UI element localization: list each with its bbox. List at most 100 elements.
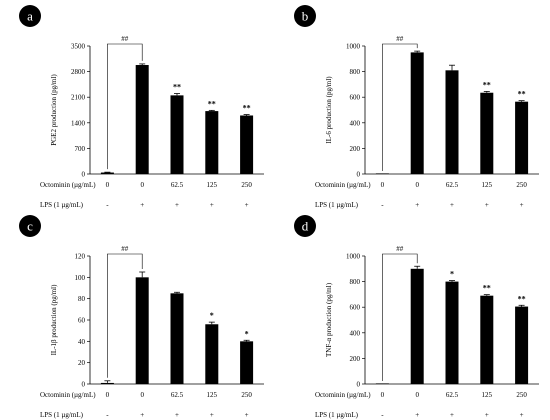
x-tick-label: 62.5	[171, 181, 184, 189]
bar	[375, 383, 389, 384]
x-tick-label: 0	[106, 181, 110, 189]
lps-value: +	[415, 201, 419, 209]
x-tick-label: 125	[482, 391, 493, 399]
treatment-row-label: Octominin (µg/mL)	[40, 181, 96, 189]
y-tick-label: 1400	[71, 119, 86, 127]
panel-badge	[294, 5, 316, 27]
lps-value: +	[485, 411, 489, 419]
y-tick-label: 200	[350, 145, 361, 153]
x-tick-label: 250	[241, 391, 252, 399]
x-tick-label: 250	[516, 391, 527, 399]
y-tick-label: 2100	[71, 94, 86, 102]
chart-panel-c: c 0 20 40 60 80 100 120 IL-1β production (pg/ml)…	[0, 210, 275, 420]
chart-panel-d: d 0 200 400 600 800 1000 TNF-α production (pg/m…	[275, 210, 550, 420]
x-tick-label: 125	[482, 181, 493, 189]
bar	[135, 277, 149, 384]
x-tick-label: 62.5	[446, 181, 459, 189]
bar	[410, 52, 424, 174]
significance-marker: **	[173, 83, 181, 92]
lps-value: +	[415, 411, 419, 419]
x-tick-label: 0	[381, 391, 385, 399]
panel-badge-label: a	[27, 9, 33, 24]
comparison-label: ##	[121, 245, 129, 253]
significance-marker: *	[245, 329, 249, 338]
comparison-label: ##	[121, 35, 129, 43]
y-axis-label: PGE2 production (pg/ml)	[50, 74, 58, 146]
lps-value: +	[520, 201, 524, 209]
y-tick-label: 20	[78, 359, 86, 367]
lps-value: +	[520, 411, 524, 419]
comparison-label: ##	[396, 245, 404, 253]
bar	[480, 295, 494, 384]
chart-svg-c: c 0 20 40 60 80 100 120 IL-1β production (pg/ml)…	[19, 215, 264, 419]
x-tick-label: 0	[415, 391, 419, 399]
panel-badge	[19, 215, 41, 237]
bar	[205, 324, 219, 384]
y-tick-label: 0	[357, 171, 361, 179]
y-tick-label: 100	[75, 274, 86, 282]
x-tick-label: 125	[207, 391, 218, 399]
bar	[170, 293, 184, 384]
bar	[240, 341, 254, 384]
x-tick-label: 62.5	[171, 391, 184, 399]
y-tick-label: 2800	[71, 68, 86, 76]
bar	[480, 92, 494, 174]
comparison-bracket	[382, 253, 418, 381]
y-tick-label: 800	[350, 68, 361, 76]
x-tick-label: 62.5	[446, 391, 459, 399]
chart-panel-b: b 0 200 400 600 800 1000 IL-6 production (pg/ml…	[275, 0, 550, 210]
y-tick-label: 0	[82, 381, 86, 389]
bar	[515, 101, 529, 174]
lps-row-label: LPS (1 µg/mL)	[40, 201, 84, 209]
lps-value: +	[245, 411, 249, 419]
significance-marker: **	[243, 104, 251, 113]
y-tick-label: 3500	[71, 43, 86, 51]
comparison-bracket	[107, 43, 143, 170]
significance-marker: **	[483, 284, 491, 293]
y-tick-label: 400	[350, 119, 361, 127]
panel-badge	[19, 5, 41, 27]
lps-value: +	[450, 201, 454, 209]
lps-value: +	[175, 201, 179, 209]
treatment-row-label: Octominin (µg/mL)	[40, 391, 96, 399]
lps-row-label: LPS (1 µg/mL)	[315, 411, 359, 419]
chart-svg-d: d 0 200 400 600 800 1000 TNF-α production (pg/m…	[294, 215, 539, 419]
y-tick-label: 60	[78, 317, 86, 325]
comparison-bracket	[107, 253, 143, 378]
y-tick-label: 0	[357, 381, 361, 389]
comparison-label: ##	[396, 35, 404, 43]
bar	[170, 95, 184, 174]
y-axis-label: IL-1β production (pg/ml)	[50, 284, 58, 355]
significance-marker: *	[210, 311, 214, 320]
significance-marker: **	[518, 90, 526, 99]
panel-badge	[294, 215, 316, 237]
lps-value: +	[485, 201, 489, 209]
chart-svg-a: a 0 700 1400 2100 2800 3500 PGE2 production (pg…	[19, 5, 264, 209]
lps-row-label: LPS (1 µg/mL)	[40, 411, 84, 419]
significance-marker: **	[518, 294, 526, 303]
lps-value: +	[245, 201, 249, 209]
y-tick-label: 600	[350, 304, 361, 312]
bar	[375, 173, 389, 174]
chart-panel-a: a 0 700 1400 2100 2800 3500 PGE2 production (pg…	[0, 0, 275, 210]
significance-marker: **	[208, 99, 216, 108]
bar	[100, 382, 114, 384]
x-tick-label: 0	[106, 391, 110, 399]
significance-marker: *	[450, 270, 454, 279]
y-tick-label: 120	[75, 253, 86, 261]
y-tick-label: 1000	[346, 253, 361, 261]
x-tick-label: 250	[241, 181, 252, 189]
y-tick-label: 80	[78, 295, 86, 303]
y-tick-label: 800	[350, 278, 361, 286]
y-tick-label: 600	[350, 94, 361, 102]
y-tick-label: 200	[350, 355, 361, 363]
lps-value: +	[210, 411, 214, 419]
x-tick-label: 0	[140, 181, 144, 189]
x-tick-label: 0	[415, 181, 419, 189]
panel-badge-label: c	[27, 219, 33, 234]
lps-value: -	[381, 411, 384, 419]
lps-value: +	[450, 411, 454, 419]
lps-value: -	[381, 201, 384, 209]
lps-value: -	[106, 411, 109, 419]
x-tick-label: 0	[381, 181, 385, 189]
